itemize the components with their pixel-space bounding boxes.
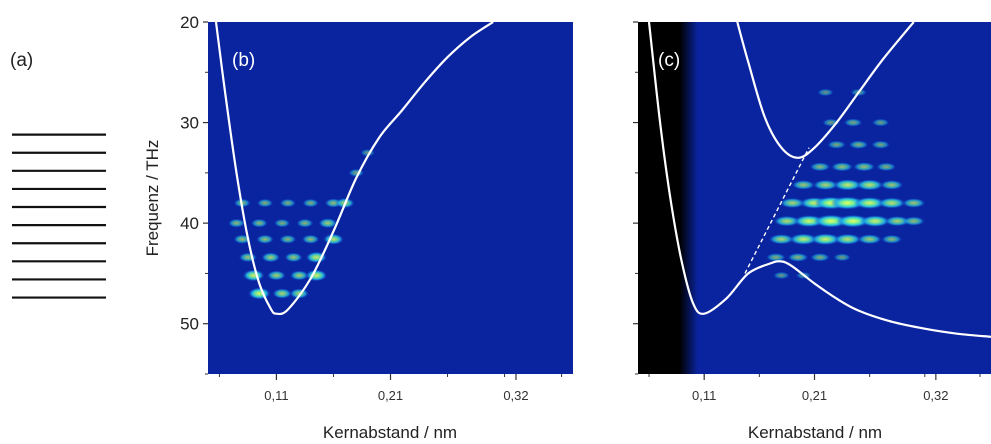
intensity-blob [305, 251, 327, 263]
intensity-blob [809, 162, 831, 172]
intensity-blob [817, 88, 834, 97]
dashed-guide-line [744, 147, 810, 274]
x-tick-label: 0,11 [264, 388, 288, 403]
intensity-blob [789, 233, 818, 245]
intensity-blob [848, 140, 869, 149]
intensity-blob [787, 252, 809, 262]
intensity-blob [902, 216, 925, 226]
intensity-blob [768, 234, 795, 245]
upper-potential-curve [736, 22, 915, 159]
intensity-blob [267, 270, 286, 281]
y-tick-label: 20 [180, 13, 199, 32]
intensity-blob [830, 196, 865, 210]
intensity-blob [323, 233, 344, 245]
intensity-blob [833, 179, 862, 191]
x-axis-label-b: Kernabstand / nm [323, 423, 457, 442]
x-tick-label: 0,21 [802, 388, 827, 403]
intensity-blob [779, 197, 806, 209]
panel-label-a: (a) [10, 50, 33, 71]
intensity-blob [766, 253, 786, 262]
intensity-blob [305, 269, 328, 282]
x-tick-label: 0,32 [923, 388, 948, 403]
panel-label-c: (c) [658, 50, 680, 71]
intensity-blob [860, 215, 890, 227]
excluded-region [638, 22, 698, 374]
intensity-blob [836, 214, 870, 228]
y-tick-label: 40 [180, 214, 199, 233]
intensity-blob [884, 216, 910, 227]
x-tick-label: 0,32 [503, 388, 528, 403]
intensity-blob [279, 234, 297, 244]
intensity-blob [289, 270, 309, 281]
panel-a [12, 133, 106, 299]
intensity-blob [228, 218, 245, 228]
intensity-blob [256, 234, 274, 244]
intensity-blob [248, 287, 271, 300]
panel-b [208, 22, 573, 374]
panel-label-b: (b) [232, 50, 255, 71]
intensity-blob [274, 218, 291, 228]
intensity-blob [810, 233, 841, 246]
panel-c [638, 22, 991, 374]
intensity-blob [302, 198, 319, 208]
y-tick-label: 50 [180, 315, 199, 334]
intensity-blob [284, 252, 303, 263]
intensity-blob [812, 179, 839, 191]
intensity-blob [871, 140, 890, 149]
intensity-blob [843, 118, 863, 127]
intensity-blob [301, 234, 320, 244]
intensity-blob [833, 233, 862, 245]
intensity-blob [855, 179, 884, 191]
intensity-blob [853, 162, 876, 172]
intensity-blob [242, 269, 265, 282]
intensity-blob [773, 215, 801, 227]
intensity-blob [854, 197, 886, 210]
intensity-blob [871, 118, 890, 127]
x-tick-label: 0,21 [378, 388, 403, 403]
intensity-blob [296, 218, 314, 228]
intensity-blob [250, 218, 268, 228]
y-tick-label: 30 [180, 114, 199, 133]
intensity-blob [857, 234, 882, 245]
intensity-blob [810, 253, 830, 262]
intensity-blob [880, 180, 904, 190]
intensity-blob [833, 253, 851, 262]
intensity-blob [878, 197, 906, 209]
potential-curve [214, 22, 494, 316]
intensity-blob [318, 218, 338, 229]
intensity-blob [881, 234, 903, 244]
x-tick-label: 0,11 [692, 388, 716, 403]
x-axis-label-c: Kernabstand / nm [748, 423, 882, 442]
y-axis-label: Frequenz / THz [143, 140, 162, 257]
intensity-blob [827, 140, 846, 149]
intensity-blob [272, 288, 292, 299]
intensity-blob [831, 162, 854, 172]
intensity-blob [773, 271, 790, 280]
lower-potential-curve [647, 22, 991, 338]
intensity-blob [256, 198, 274, 208]
intensity-blob [791, 180, 815, 190]
intensity-blob [238, 252, 257, 263]
intensity-blob [261, 252, 281, 263]
intensity-blob [279, 198, 296, 208]
intensity-blob [876, 162, 897, 172]
plot-background-b [208, 22, 573, 374]
intensity-blob [902, 198, 926, 208]
